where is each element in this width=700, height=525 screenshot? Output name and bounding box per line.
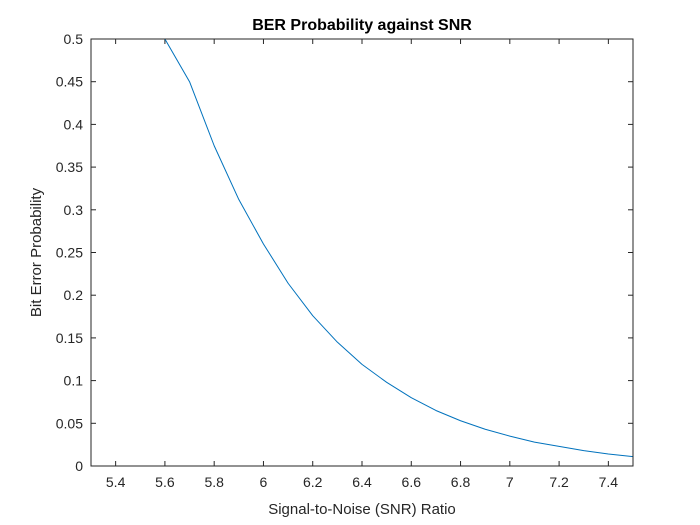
y-tick-label: 0.3 — [64, 202, 84, 218]
x-tick-label: 6 — [260, 474, 268, 490]
x-tick-label: 5.4 — [106, 474, 126, 490]
x-tick-label: 5.8 — [204, 474, 224, 490]
y-tick-label: 0.35 — [56, 159, 83, 175]
series-line — [91, 38, 634, 458]
plot-box — [90, 38, 634, 467]
chart-title: BER Probability against SNR — [252, 17, 472, 34]
y-tick-label: 0.4 — [64, 116, 84, 132]
plot-area — [91, 39, 633, 466]
y-tick-label: 0.45 — [56, 74, 83, 90]
y-tick-label: 0.25 — [56, 245, 83, 261]
x-tick-label: 5.6 — [155, 474, 175, 490]
x-tick-label: 7 — [506, 474, 514, 490]
y-tick-label: 0.1 — [64, 373, 84, 389]
series-layer — [91, 38, 634, 458]
x-tick-label: 7.4 — [599, 474, 619, 490]
y-tick-label: 0.15 — [56, 330, 83, 346]
y-tick-label: 0.05 — [56, 415, 83, 431]
x-axis-label: Signal-to-Noise (SNR) Ratio — [268, 501, 456, 518]
x-tick-label: 6.6 — [402, 474, 422, 490]
y-tick-label: 0 — [75, 458, 83, 474]
x-tick-label: 6.8 — [451, 474, 471, 490]
y-axis-label: Bit Error Probability — [28, 187, 45, 317]
x-tick-label: 7.2 — [549, 474, 569, 490]
x-tick-label: 6.4 — [352, 474, 372, 490]
y-tick-label: 0.5 — [64, 31, 84, 47]
y-tick-label: 0.2 — [64, 287, 84, 303]
x-tick-label: 6.2 — [303, 474, 323, 490]
ticks-layer: 5.4 5.6 5.8 6 6.2 6.4 6.6 6.8 7 7.2 7.4 0 0.05 0.1 0.1… — [56, 31, 633, 490]
